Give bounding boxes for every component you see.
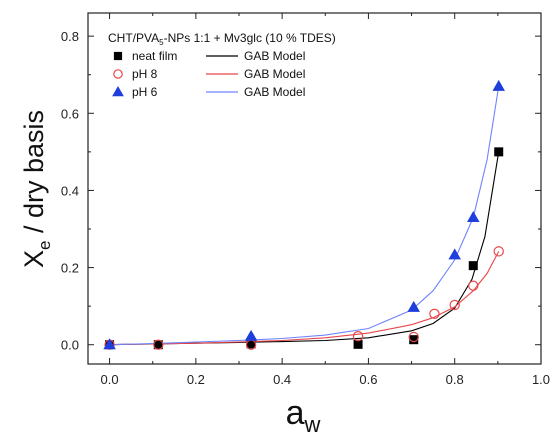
legend: CHT/PVA5-NPs 1:1 + Mv3glc (10 % TDES) ne… bbox=[108, 31, 336, 99]
x-tick-label: 0.8 bbox=[446, 372, 464, 387]
x-tick-label: 0.2 bbox=[187, 372, 205, 387]
data-point bbox=[493, 246, 504, 257]
data-point bbox=[409, 335, 419, 345]
data-point bbox=[153, 340, 163, 350]
y-tick-label: 0.8 bbox=[61, 29, 79, 44]
axis-ticks: 0.0 0.2 0.4 0.6 0.8 1.0 0.0 0.2 0.4 0.6 0.8 bbox=[61, 13, 550, 387]
data-point bbox=[494, 147, 504, 157]
legend-series-label: pH 8 bbox=[132, 67, 158, 81]
data-point bbox=[408, 331, 419, 343]
y-tick-label: 0.0 bbox=[61, 338, 79, 353]
data-point bbox=[352, 331, 364, 342]
data-points bbox=[103, 79, 505, 350]
data-point bbox=[429, 308, 440, 320]
gab-model-curve bbox=[109, 151, 500, 346]
legend-model-label: GAB Model bbox=[244, 67, 305, 81]
plot-frame bbox=[87, 12, 542, 365]
gab-model-curve bbox=[109, 86, 500, 346]
gab-model-curve bbox=[109, 251, 500, 346]
data-point bbox=[467, 211, 480, 222]
x-tick-label: 0.6 bbox=[359, 372, 377, 387]
model-curves bbox=[109, 86, 500, 346]
x-tick-label: 0.4 bbox=[273, 372, 291, 387]
data-point bbox=[244, 329, 258, 341]
legend-marker bbox=[113, 51, 123, 61]
legend-model-label: GAB Model bbox=[244, 85, 305, 99]
legend-series-label: pH 6 bbox=[132, 85, 158, 99]
x-axis-title: aw bbox=[286, 394, 321, 437]
x-tick-label: 1.0 bbox=[532, 372, 550, 387]
data-point bbox=[353, 339, 363, 349]
legend-series-label: neat film bbox=[132, 49, 177, 63]
legend-marker bbox=[112, 85, 124, 97]
legend-marker bbox=[113, 69, 123, 79]
data-point bbox=[468, 261, 478, 271]
data-point bbox=[103, 338, 116, 350]
data-point bbox=[449, 299, 460, 311]
y-tick-label: 0.2 bbox=[61, 261, 79, 276]
legend-title: CHT/PVA5-NPs 1:1 + Mv3glc (10 % TDES) bbox=[108, 31, 336, 47]
data-point bbox=[153, 339, 164, 350]
data-point bbox=[448, 248, 461, 260]
y-axis-title: Xe / dry basis bbox=[19, 110, 54, 268]
y-tick-label: 0.6 bbox=[61, 106, 79, 121]
legend-model-label: GAB Model bbox=[244, 49, 305, 63]
data-point bbox=[492, 79, 505, 91]
data-point bbox=[468, 280, 479, 291]
legend-rows: neat film GAB Model pH 8 GAB Model pH 6 GAB M… bbox=[112, 49, 305, 99]
y-tick-label: 0.4 bbox=[61, 183, 79, 198]
x-tick-label: 0.0 bbox=[101, 372, 119, 387]
data-point bbox=[407, 300, 420, 312]
